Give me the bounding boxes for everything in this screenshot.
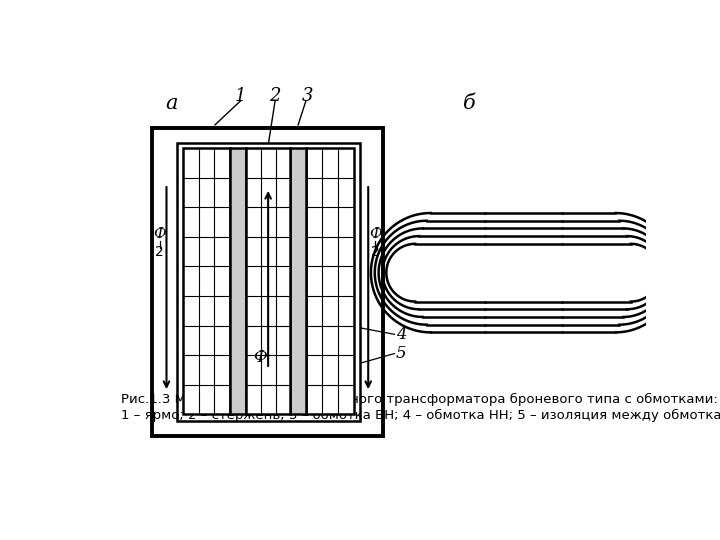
Text: 4: 4	[396, 326, 407, 343]
Bar	[246, 148, 290, 414]
Bar	[290, 148, 306, 414]
Text: Ф: Ф	[369, 227, 382, 241]
Text: 2: 2	[156, 245, 164, 259]
Bar	[176, 143, 360, 421]
Text: 3: 3	[302, 86, 313, 105]
Bar	[230, 148, 246, 414]
Bar	[306, 148, 354, 414]
Text: Ф: Ф	[153, 227, 166, 241]
Bar	[183, 148, 230, 414]
Bar	[152, 128, 383, 436]
Text: 2: 2	[371, 245, 379, 259]
Text: 1: 1	[235, 86, 246, 105]
Text: Рис.1.3 Магнитопровод однофазного трансформатора броневого типа с обмотками:: Рис.1.3 Магнитопровод однофазного трансф…	[121, 393, 718, 406]
Text: Ф: Ф	[253, 349, 266, 366]
Text: б: б	[463, 94, 475, 113]
Text: а: а	[165, 94, 177, 113]
Text: 1 – ярмо; 2 – стержень; 3 – обмотка ВН; 4 – обмотка НН; 5 – изоляция между обмот: 1 – ярмо; 2 – стержень; 3 – обмотка ВН; …	[121, 409, 720, 422]
Text: 5: 5	[396, 345, 407, 362]
Text: 2: 2	[269, 86, 281, 105]
